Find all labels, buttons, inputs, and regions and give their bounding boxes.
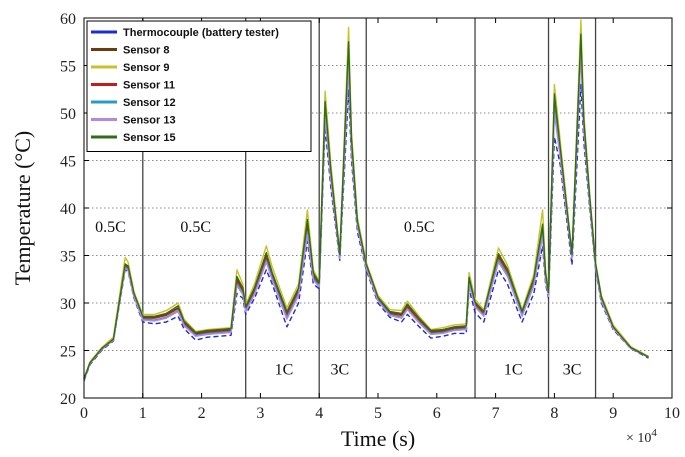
legend-box [86,20,312,152]
phase-labels: 0.5C 0.5C 0.5C 1C 3C 1C 3C [95,219,581,379]
legend: Thermocouple (battery tester) Sensor 8 Sen… [86,20,312,152]
x-tick-label: 7 [492,405,500,422]
y-axis-label: Temperature (°C) [10,131,35,285]
y-tick-label: 55 [60,59,76,76]
series-line [83,33,649,380]
x-axis-label: Time (s) [341,426,415,451]
y-tick-label: 50 [60,106,76,123]
y-tick-label: 40 [60,201,76,218]
y-tick-label: 30 [60,296,76,313]
legend-entry: Sensor 15 [123,132,176,144]
phase-label: 0.5C [404,219,435,236]
phase-label: 1C [275,361,294,378]
x-tick-label: 0 [80,405,88,422]
phase-label: 3C [563,361,582,378]
x-tick-label: 8 [550,405,558,422]
x-scale-base: × 10 [626,431,651,446]
legend-entry: Sensor 8 [123,45,169,57]
x-tick-label: 2 [198,405,206,422]
phase-label: 0.5C [95,219,126,236]
y-tick-label: 45 [60,154,76,171]
y-tick-label: 25 [60,344,76,361]
legend-entry: Sensor 9 [123,62,169,74]
legend-entry: Thermocouple (battery tester) [123,27,279,39]
x-tick-label: 3 [256,405,264,422]
x-tick-label: 6 [433,405,441,422]
x-tick-label: 10 [664,405,680,422]
phase-label: 1C [504,361,523,378]
x-tick-label: 4 [315,405,323,422]
y-tick-label: 20 [60,391,76,408]
x-axis-scale-factor: × 104 [626,427,657,446]
x-tick-label: 5 [374,405,382,422]
y-tick-label: 35 [60,249,76,266]
legend-entry: Sensor 12 [123,97,176,109]
series-lines [83,19,649,382]
x-tick-label: 9 [609,405,617,422]
legend-entry: Sensor 11 [123,80,175,92]
phase-label: 3C [330,361,349,378]
legend-entry: Sensor 13 [123,115,176,127]
y-tick-label: 60 [60,11,76,28]
x-scale-exponent: 4 [651,427,657,439]
phase-label: 0.5C [180,219,211,236]
x-tick-label: 1 [139,405,147,422]
